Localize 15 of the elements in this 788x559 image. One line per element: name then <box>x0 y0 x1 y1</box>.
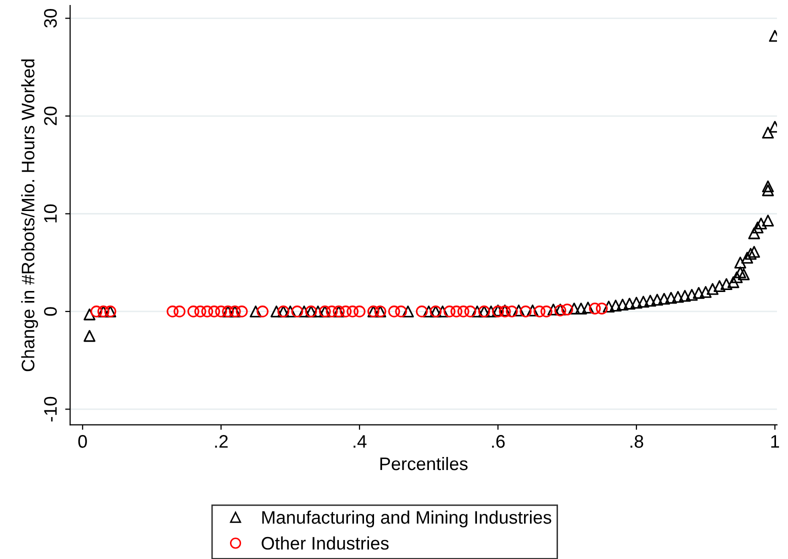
y-tick-label: 20 <box>44 106 57 126</box>
x-tick-label: .6 <box>492 435 505 448</box>
y-tick-label: 10 <box>44 204 57 222</box>
x-tick-label: .4 <box>354 435 367 448</box>
x-tick-label: 0 <box>78 435 87 448</box>
x-tick-label: .8 <box>630 435 644 448</box>
y-tick-label: 30 <box>44 8 57 28</box>
x-tick-label: .2 <box>215 435 228 448</box>
legend-label: Manufacturing and Mining Industries <box>262 510 552 528</box>
y-tick-label: -10 <box>44 396 57 422</box>
legend-label: Other Industries <box>262 536 389 550</box>
y-axis-title: Change in #Robots/Mio. Hours Worked <box>21 59 38 372</box>
x-axis-title: Percentiles <box>380 456 468 470</box>
y-tick-label: 0 <box>44 307 57 316</box>
x-tick-label: 1 <box>771 435 780 448</box>
